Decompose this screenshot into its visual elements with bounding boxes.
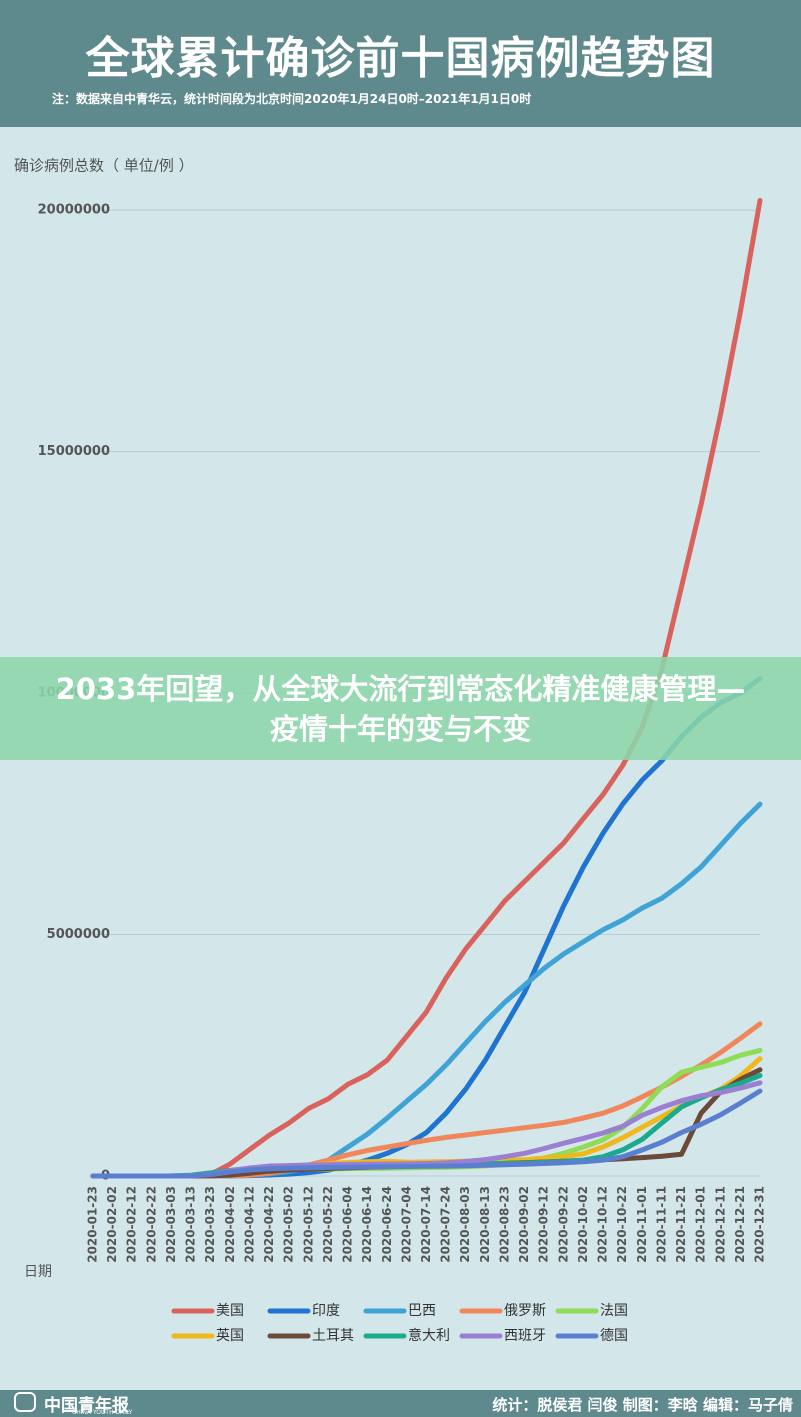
x-tick-label: 2020-12-11	[713, 1186, 727, 1263]
x-tick-label: 2020-12-31	[753, 1186, 767, 1263]
x-tick-label: 2020-04-12	[242, 1186, 256, 1263]
x-tick-label: 2020-11-21	[674, 1186, 688, 1263]
legend-label: 德国	[600, 1328, 628, 1344]
x-tick-label: 2020-02-02	[105, 1186, 119, 1263]
banner-text: 2033年回望，从全球大流行到常态化精准健康管理—疫情十年的变与不变	[55, 671, 746, 746]
x-tick-label: 2020-12-21	[733, 1186, 747, 1263]
title: 全球累计确诊前十国病例趋势图	[85, 33, 716, 84]
lines	[90, 198, 763, 1179]
x-tick-label: 2020-09-22	[556, 1186, 570, 1263]
legend-label: 意大利	[408, 1327, 450, 1344]
x-tick-label: 2020-06-04	[341, 1186, 355, 1263]
legend-label: 俄罗斯	[504, 1303, 546, 1319]
legend-label: 法国	[600, 1303, 628, 1319]
x-tick-label: 2020-05-02	[282, 1186, 296, 1263]
footer: 中国青年报 CHINA YOUTH DAILY 统计：脱侯君 闫俊 制图：李晗 …	[0, 1390, 801, 1417]
y-axis-title: 确诊病例总数（ 单位/例 ）	[14, 157, 194, 175]
x-tick-label: 2020-03-23	[203, 1186, 217, 1263]
x-tick-label: 2020-07-24	[439, 1186, 453, 1263]
x-tick-label: 2020-09-02	[517, 1186, 531, 1263]
y-tick-label: 15000000	[38, 444, 110, 459]
x-tick-label: 2020-01-23	[86, 1186, 100, 1263]
logo-en: CHINA YOUTH DAILY	[72, 1409, 133, 1416]
header: 全球累计确诊前十国病例趋势图 注：数据来自中青华云，统计时间段为北京时间2020…	[0, 0, 801, 127]
banner: 2033年回望，从全球大流行到常态化精准健康管理—疫情十年的变与不变	[0, 657, 801, 760]
legend-label: 西班牙	[504, 1328, 546, 1344]
x-tick-label: 2020-11-11	[654, 1186, 668, 1263]
x-tick-label: 2020-11-01	[635, 1186, 649, 1263]
y-tick-label: 20000000	[38, 203, 110, 218]
legend-label: 英国	[216, 1327, 244, 1344]
note: 注：数据来自中青华云，统计时间段为北京时间2020年1月24日0时–2021年1…	[52, 92, 532, 106]
y-tick-label: 5000000	[47, 927, 110, 942]
x-tick-label: 2020-10-12	[596, 1186, 610, 1263]
legend-label: 美国	[216, 1303, 244, 1319]
x-tick-label: 2020-08-03	[458, 1186, 472, 1263]
x-tick-label: 2020-03-13	[184, 1186, 198, 1263]
x-tick-label: 2020-05-12	[301, 1186, 315, 1263]
logo: 中国青年报	[44, 1396, 129, 1416]
x-tick-label: 2020-07-04	[399, 1186, 413, 1263]
legend-label: 印度	[312, 1303, 340, 1319]
x-tick-label: 2020-02-22	[144, 1186, 158, 1263]
x-tick-label: 2020-10-22	[615, 1186, 629, 1263]
logo-icon	[14, 1392, 36, 1412]
x-tick-label: 2020-12-01	[694, 1186, 708, 1263]
x-tick-label: 2020-06-24	[380, 1186, 394, 1263]
x-axis-title: 日期	[24, 1264, 52, 1280]
x-tick-label: 2020-02-12	[125, 1186, 139, 1263]
credits: 统计：脱侯君 闫俊 制图：李晗 编辑：马子倩	[492, 1396, 793, 1414]
x-tick-label: 2020-04-22	[262, 1186, 276, 1263]
x-tick-label: 2020-03-03	[164, 1186, 178, 1263]
x-tick-label: 2020-10-02	[576, 1186, 590, 1263]
x-tick-label: 2020-09-12	[537, 1186, 551, 1263]
x-tick-label: 2020-04-02	[223, 1186, 237, 1263]
legend-label: 土耳其	[312, 1328, 354, 1344]
x-tick-label: 2020-05-22	[321, 1186, 335, 1263]
x-tick-label: 2020-07-14	[419, 1186, 433, 1263]
series-line	[90, 1088, 763, 1179]
x-tick-label: 2020-08-23	[497, 1186, 511, 1263]
legend-label: 巴西	[408, 1303, 436, 1319]
x-tick-label: 2020-06-14	[360, 1186, 374, 1263]
x-tick-label: 2020-08-13	[478, 1186, 492, 1263]
